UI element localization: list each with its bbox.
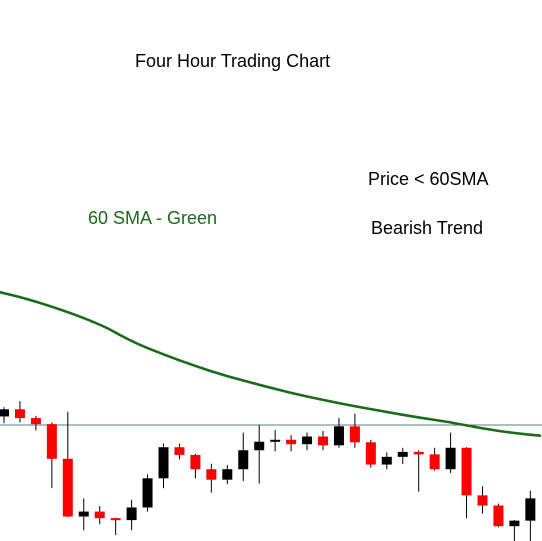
- candle-body-bullish: [143, 478, 153, 507]
- candle: [430, 448, 440, 471]
- candle-body-bullish: [79, 512, 89, 517]
- candle: [254, 425, 264, 484]
- candle: [318, 431, 328, 450]
- candle-body-bearish: [190, 455, 200, 469]
- candle-body-bullish: [382, 457, 392, 465]
- candle: [47, 422, 57, 488]
- candle-body-bullish: [509, 521, 519, 527]
- candle: [398, 448, 408, 464]
- candle-body-bullish: [222, 469, 232, 479]
- candle: [190, 454, 200, 478]
- candle-body-bearish: [462, 448, 472, 496]
- candle: [382, 452, 392, 469]
- candle-body-bullish: [238, 450, 248, 469]
- candle-body-bearish: [350, 426, 360, 442]
- candle: [366, 440, 376, 468]
- candle-body-bearish: [95, 512, 105, 519]
- candle-body-bearish: [286, 440, 296, 444]
- candle: [31, 416, 41, 431]
- candle-body-bullish: [254, 442, 264, 451]
- candle: [206, 464, 216, 493]
- candle-body-bullish: [334, 426, 344, 445]
- candle: [446, 433, 456, 473]
- candle-body-bullish: [127, 507, 137, 520]
- candle-body-bearish: [206, 469, 216, 479]
- candle: [478, 486, 488, 513]
- candle-body-bullish: [159, 447, 169, 478]
- candle-body-bullish: [270, 440, 280, 442]
- candle: [63, 412, 73, 517]
- candle-body-bearish: [366, 442, 376, 464]
- candle: [270, 430, 280, 451]
- candle: [95, 506, 105, 524]
- sma-label: 60 SMA - Green: [88, 208, 217, 229]
- candle: [111, 518, 121, 535]
- candle-body-bearish: [478, 495, 488, 505]
- candle: [0, 407, 9, 423]
- candle-body-bearish: [414, 452, 424, 454]
- candle-body-bearish: [15, 409, 25, 418]
- candle-body-bullish: [398, 452, 408, 457]
- sma-60-line: [0, 289, 540, 435]
- candle: [525, 491, 535, 541]
- candle: [509, 520, 519, 541]
- candle: [127, 500, 137, 531]
- candle-body-bearish: [430, 454, 440, 469]
- candle: [493, 504, 503, 528]
- candle: [222, 465, 232, 484]
- price-relation-annotation: Price < 60SMA: [368, 169, 489, 190]
- candle: [143, 474, 153, 511]
- sma-layer: [0, 289, 540, 435]
- candle: [159, 444, 169, 489]
- candle-body-bullish: [0, 409, 9, 416]
- candle-body-bearish: [47, 424, 57, 459]
- candle: [79, 498, 89, 530]
- candle: [174, 444, 184, 460]
- candle-body-bearish: [318, 437, 328, 446]
- candle: [238, 433, 248, 481]
- trend-annotation: Bearish Trend: [371, 218, 483, 239]
- candle-body-bearish: [111, 518, 121, 520]
- candle-body-bullish: [446, 448, 456, 469]
- candle: [15, 401, 25, 422]
- candle-body-bearish: [493, 506, 503, 527]
- candle: [414, 450, 424, 492]
- candle: [302, 433, 312, 451]
- chart-title: Four Hour Trading Chart: [135, 51, 330, 72]
- candle-body-bullish: [302, 437, 312, 445]
- candle: [350, 414, 360, 448]
- candle: [462, 447, 472, 518]
- candle: [286, 435, 296, 451]
- candle-body-bearish: [31, 418, 41, 424]
- candle: [334, 418, 344, 448]
- candle-body-bearish: [174, 447, 184, 455]
- candle-body-bullish: [525, 498, 535, 520]
- candle-body-bearish: [63, 459, 73, 517]
